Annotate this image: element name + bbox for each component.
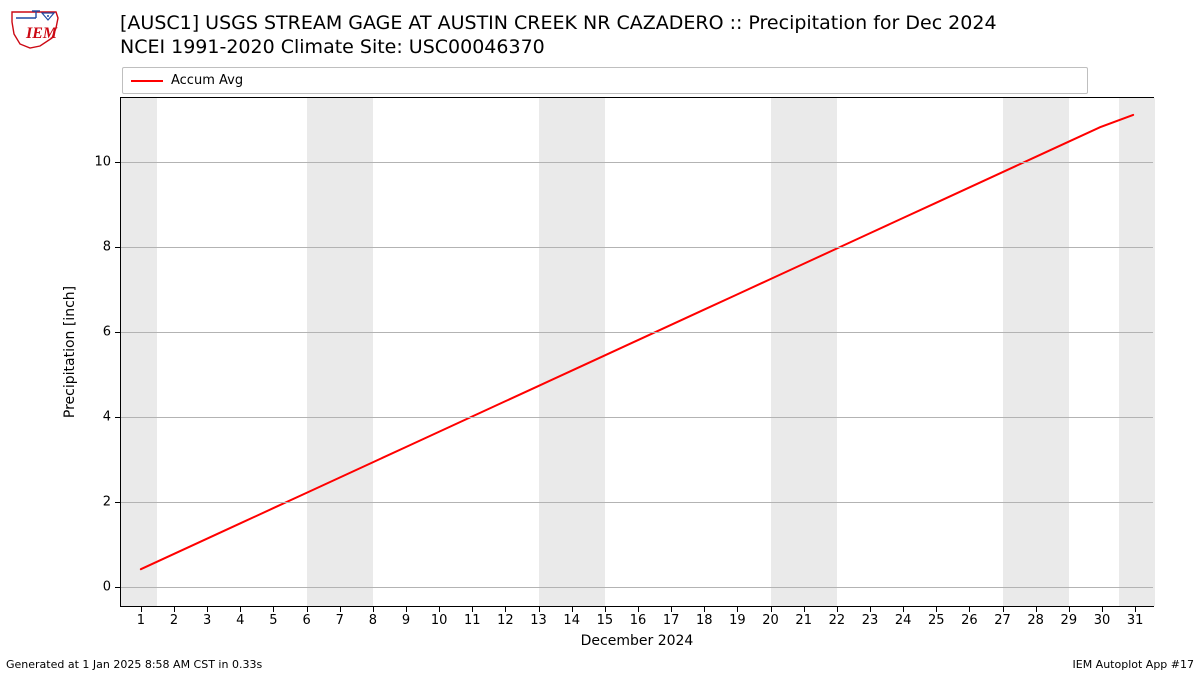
x-tick-label: 21	[795, 606, 812, 628]
x-tick-label: 10	[431, 606, 448, 628]
gridline	[121, 587, 1153, 588]
x-tick-label: 23	[862, 606, 879, 628]
legend: Accum Avg	[122, 67, 1088, 94]
x-tick-label: 28	[1027, 606, 1044, 628]
x-tick-label: 1	[137, 606, 145, 628]
gridline	[121, 247, 1153, 248]
x-tick-label: 31	[1127, 606, 1144, 628]
page: IEM [AUSC1] USGS STREAM GAGE AT AUSTIN C…	[0, 0, 1200, 675]
x-tick-label: 5	[269, 606, 277, 628]
x-tick-label: 9	[402, 606, 410, 628]
x-tick-label: 7	[336, 606, 344, 628]
x-tick-label: 25	[928, 606, 945, 628]
legend-label: Accum Avg	[171, 73, 243, 88]
gridline	[121, 162, 1153, 163]
y-axis-label: Precipitation [inch]	[62, 286, 78, 418]
x-tick-label: 3	[203, 606, 211, 628]
chart-title: [AUSC1] USGS STREAM GAGE AT AUSTIN CREEK…	[120, 12, 997, 60]
y-tick-label: 0	[103, 579, 121, 594]
x-tick-label: 17	[663, 606, 680, 628]
gridline	[121, 417, 1153, 418]
x-tick-label: 19	[729, 606, 746, 628]
x-tick-label: 27	[994, 606, 1011, 628]
x-tick-label: 15	[597, 606, 614, 628]
y-tick-label: 10	[94, 154, 121, 169]
x-tick-label: 18	[696, 606, 713, 628]
x-axis-label: December 2024	[581, 633, 694, 649]
x-tick-label: 4	[236, 606, 244, 628]
x-tick-label: 2	[170, 606, 178, 628]
title-line-2: NCEI 1991-2020 Climate Site: USC00046370	[120, 36, 997, 60]
plot-area: 0246810123456789101112131415161718192021…	[120, 97, 1154, 607]
x-tick-label: 29	[1061, 606, 1078, 628]
x-tick-label: 14	[563, 606, 580, 628]
x-tick-label: 6	[302, 606, 310, 628]
x-tick-label: 22	[829, 606, 846, 628]
y-tick-label: 2	[103, 494, 121, 509]
legend-swatch	[131, 80, 163, 82]
x-tick-label: 12	[497, 606, 514, 628]
x-tick-label: 20	[762, 606, 779, 628]
x-tick-label: 30	[1094, 606, 1111, 628]
y-tick-label: 6	[103, 324, 121, 339]
x-tick-label: 16	[630, 606, 647, 628]
x-tick-label: 13	[530, 606, 547, 628]
x-tick-label: 26	[961, 606, 978, 628]
y-tick-label: 4	[103, 409, 121, 424]
y-tick-label: 8	[103, 239, 121, 254]
title-line-1: [AUSC1] USGS STREAM GAGE AT AUSTIN CREEK…	[120, 12, 997, 36]
iem-logo: IEM	[6, 6, 62, 50]
gridline	[121, 502, 1153, 503]
x-tick-label: 24	[895, 606, 912, 628]
footer-appid: IEM Autoplot App #17	[1073, 658, 1195, 671]
logo-text: IEM	[25, 25, 58, 42]
x-tick-label: 11	[464, 606, 481, 628]
footer-generated: Generated at 1 Jan 2025 8:58 AM CST in 0…	[6, 658, 262, 671]
x-tick-label: 8	[369, 606, 377, 628]
series-line	[121, 98, 1153, 606]
gridline	[121, 332, 1153, 333]
